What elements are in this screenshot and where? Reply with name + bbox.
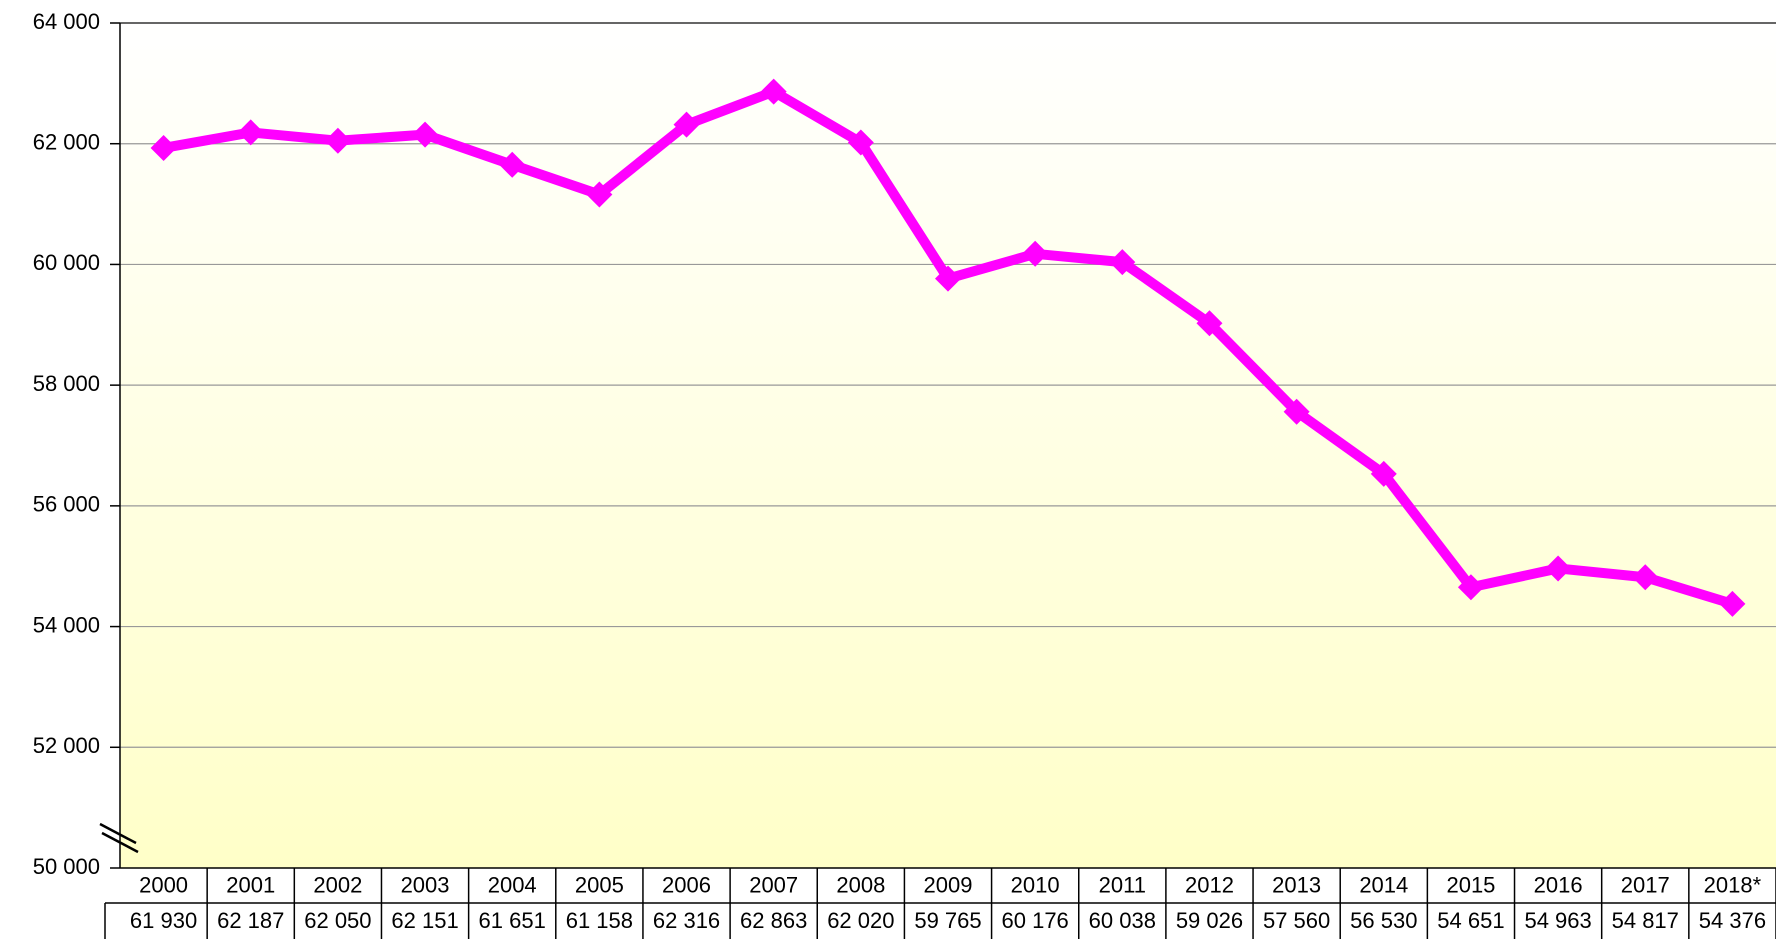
y-tick-label: 56 000 [33, 492, 100, 517]
marker [1109, 249, 1136, 276]
y-tick-label: 62 000 [33, 130, 100, 155]
y-tick-label: 50 000 [33, 854, 100, 879]
marker [412, 121, 439, 148]
x-tick-label: 2004 [488, 872, 537, 897]
value-label: 59 026 [1176, 908, 1243, 933]
x-tick-label: 2011 [1099, 872, 1146, 897]
value-label: 54 817 [1612, 908, 1679, 933]
x-tick-label: 2001 [226, 872, 275, 897]
plot-area [120, 23, 1776, 868]
marker [847, 129, 874, 156]
y-tick-label: 60 000 [33, 250, 100, 275]
x-tick-label: 2015 [1446, 872, 1495, 897]
marker [935, 265, 961, 292]
x-tick-label: 2009 [924, 872, 973, 897]
x-tick-label: 2006 [662, 872, 711, 897]
value-label: 54 376 [1699, 908, 1766, 933]
marker [1632, 564, 1659, 591]
y-tick-label: 64 000 [33, 9, 100, 34]
value-label: 62 151 [391, 908, 458, 933]
marker [1545, 555, 1572, 582]
marker [1196, 310, 1223, 337]
axis-break [99, 822, 137, 845]
x-tick-label: 2007 [749, 872, 798, 897]
value-label: 62 020 [827, 908, 894, 933]
value-label: 60 176 [1002, 908, 1069, 933]
marker [237, 119, 264, 146]
value-label: 61 158 [566, 908, 633, 933]
value-label: 61 930 [130, 908, 197, 933]
value-label: 57 560 [1263, 908, 1330, 933]
value-label: 62 863 [740, 908, 807, 933]
value-label: 59 765 [914, 908, 981, 933]
marker [499, 151, 526, 178]
x-tick-label: 2018* [1704, 872, 1762, 897]
value-label: 62 050 [304, 908, 371, 933]
x-tick-label: 2013 [1272, 872, 1321, 897]
marker [673, 111, 700, 138]
value-label: 60 038 [1089, 908, 1156, 933]
value-label: 62 187 [217, 908, 284, 933]
x-tick-label: 2002 [313, 872, 362, 897]
x-tick-label: 2008 [836, 872, 885, 897]
x-tick-label: 2012 [1185, 872, 1234, 897]
marker [150, 134, 177, 161]
y-tick-label: 54 000 [33, 612, 100, 637]
value-label: 56 530 [1350, 908, 1417, 933]
x-tick-label: 2003 [401, 872, 450, 897]
x-tick-label: 2017 [1621, 872, 1670, 897]
marker [1370, 460, 1397, 487]
y-tick-label: 58 000 [33, 371, 100, 396]
marker [1022, 240, 1049, 267]
y-tick-label: 52 000 [33, 733, 100, 758]
value-label: 54 651 [1437, 908, 1504, 933]
marker [324, 127, 351, 154]
x-tick-label: 2016 [1534, 872, 1583, 897]
axis-break [101, 831, 139, 854]
value-label: 62 316 [653, 908, 720, 933]
value-label: 54 963 [1524, 908, 1591, 933]
x-tick-label: 2014 [1359, 872, 1408, 897]
marker [1283, 398, 1310, 425]
marker [1719, 590, 1746, 617]
marker [760, 78, 787, 105]
marker [1457, 574, 1484, 601]
x-tick-label: 2010 [1011, 872, 1060, 897]
value-label: 61 651 [479, 908, 546, 933]
x-tick-label: 2000 [139, 872, 188, 897]
marker [586, 181, 613, 208]
x-tick-label: 2005 [575, 872, 624, 897]
